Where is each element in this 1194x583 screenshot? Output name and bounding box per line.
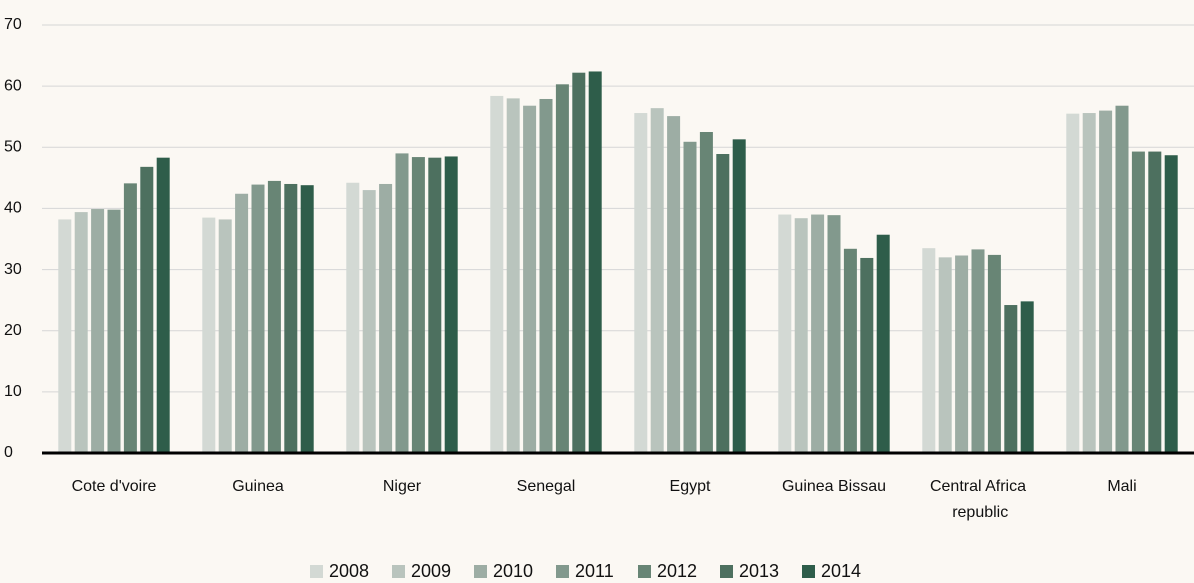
y-tick-label: 10: [4, 383, 22, 400]
bar: [843, 248, 857, 453]
legend-label: 2012: [657, 561, 697, 581]
legend-swatch: [720, 565, 733, 578]
bar: [490, 95, 504, 453]
bar: [218, 219, 232, 453]
bar: [938, 257, 952, 453]
bar: [1115, 105, 1129, 454]
bar: [650, 108, 664, 453]
x-tick-label: Egypt: [670, 478, 711, 495]
legend-swatch: [638, 565, 651, 578]
bar: [1004, 305, 1018, 453]
legend-swatch: [392, 565, 405, 578]
bar: [523, 105, 537, 454]
bar: [1099, 110, 1113, 453]
bar: [588, 71, 602, 454]
x-tick-label: Guinea: [232, 478, 284, 495]
x-tick-label: Central Africa republic: [930, 478, 1026, 521]
bar: [411, 157, 425, 453]
bar: [683, 141, 697, 454]
bar: [876, 234, 890, 453]
legend-label: 2010: [493, 561, 533, 581]
bar: [395, 153, 409, 453]
bar: [107, 209, 121, 453]
legend-swatch: [474, 565, 487, 578]
legend-label: 2009: [411, 561, 451, 581]
bar: [1066, 113, 1080, 454]
bar: [1082, 113, 1096, 453]
bar: [284, 183, 298, 453]
bar: [811, 214, 825, 453]
legend-swatch: [556, 565, 569, 578]
x-tick-label: Niger: [383, 478, 422, 495]
bar: [778, 214, 792, 453]
y-tick-label: 70: [4, 16, 22, 33]
bar: [1131, 151, 1145, 453]
bar: [860, 257, 874, 453]
bar: [732, 139, 746, 453]
bar: [362, 190, 376, 454]
x-tick-label: Guinea Bissau: [782, 478, 886, 495]
bar: [716, 154, 730, 454]
bar: [428, 157, 442, 453]
legend-swatch: [802, 565, 815, 578]
bar: [572, 72, 586, 453]
x-tick-label: Cote d'voire: [72, 478, 157, 495]
bar: [634, 113, 648, 453]
bar: [555, 84, 569, 454]
bar: [922, 248, 936, 453]
y-tick-label: 40: [4, 200, 22, 217]
legend-label: 2013: [739, 561, 779, 581]
y-tick-label: 0: [4, 444, 13, 461]
bar: [235, 193, 249, 454]
legend-swatch: [310, 565, 323, 578]
x-tick-label: Senegal: [517, 478, 576, 495]
y-tick-label: 20: [4, 322, 22, 339]
bar: [346, 182, 360, 453]
bar: [91, 209, 105, 453]
legend-label: 2011: [575, 561, 614, 581]
y-tick-label: 30: [4, 261, 22, 278]
y-tick-label: 50: [4, 139, 22, 156]
bar: [971, 249, 985, 453]
bar: [267, 180, 281, 453]
bar: [1020, 301, 1034, 453]
bar: [140, 166, 154, 453]
bar: [58, 219, 72, 453]
bar: [251, 184, 265, 453]
legend-label: 2008: [329, 561, 369, 581]
bar: [827, 215, 841, 453]
bar: [379, 183, 393, 453]
bar: [444, 156, 458, 453]
bar: [74, 212, 88, 453]
bar: [955, 255, 969, 453]
x-tick-label: Mali: [1107, 478, 1136, 495]
legend-label: 2014: [821, 561, 861, 581]
bar: [539, 98, 553, 454]
bar: [156, 157, 170, 453]
bar: [202, 217, 216, 453]
bar: [1148, 151, 1162, 453]
bar: [506, 98, 520, 453]
bar: [987, 254, 1001, 453]
bar: [300, 185, 314, 454]
bar: [699, 132, 713, 453]
bar: [794, 218, 808, 453]
bar: [1164, 155, 1178, 453]
bar: [667, 116, 681, 454]
y-tick-label: 60: [4, 77, 22, 94]
bar: [123, 183, 137, 454]
